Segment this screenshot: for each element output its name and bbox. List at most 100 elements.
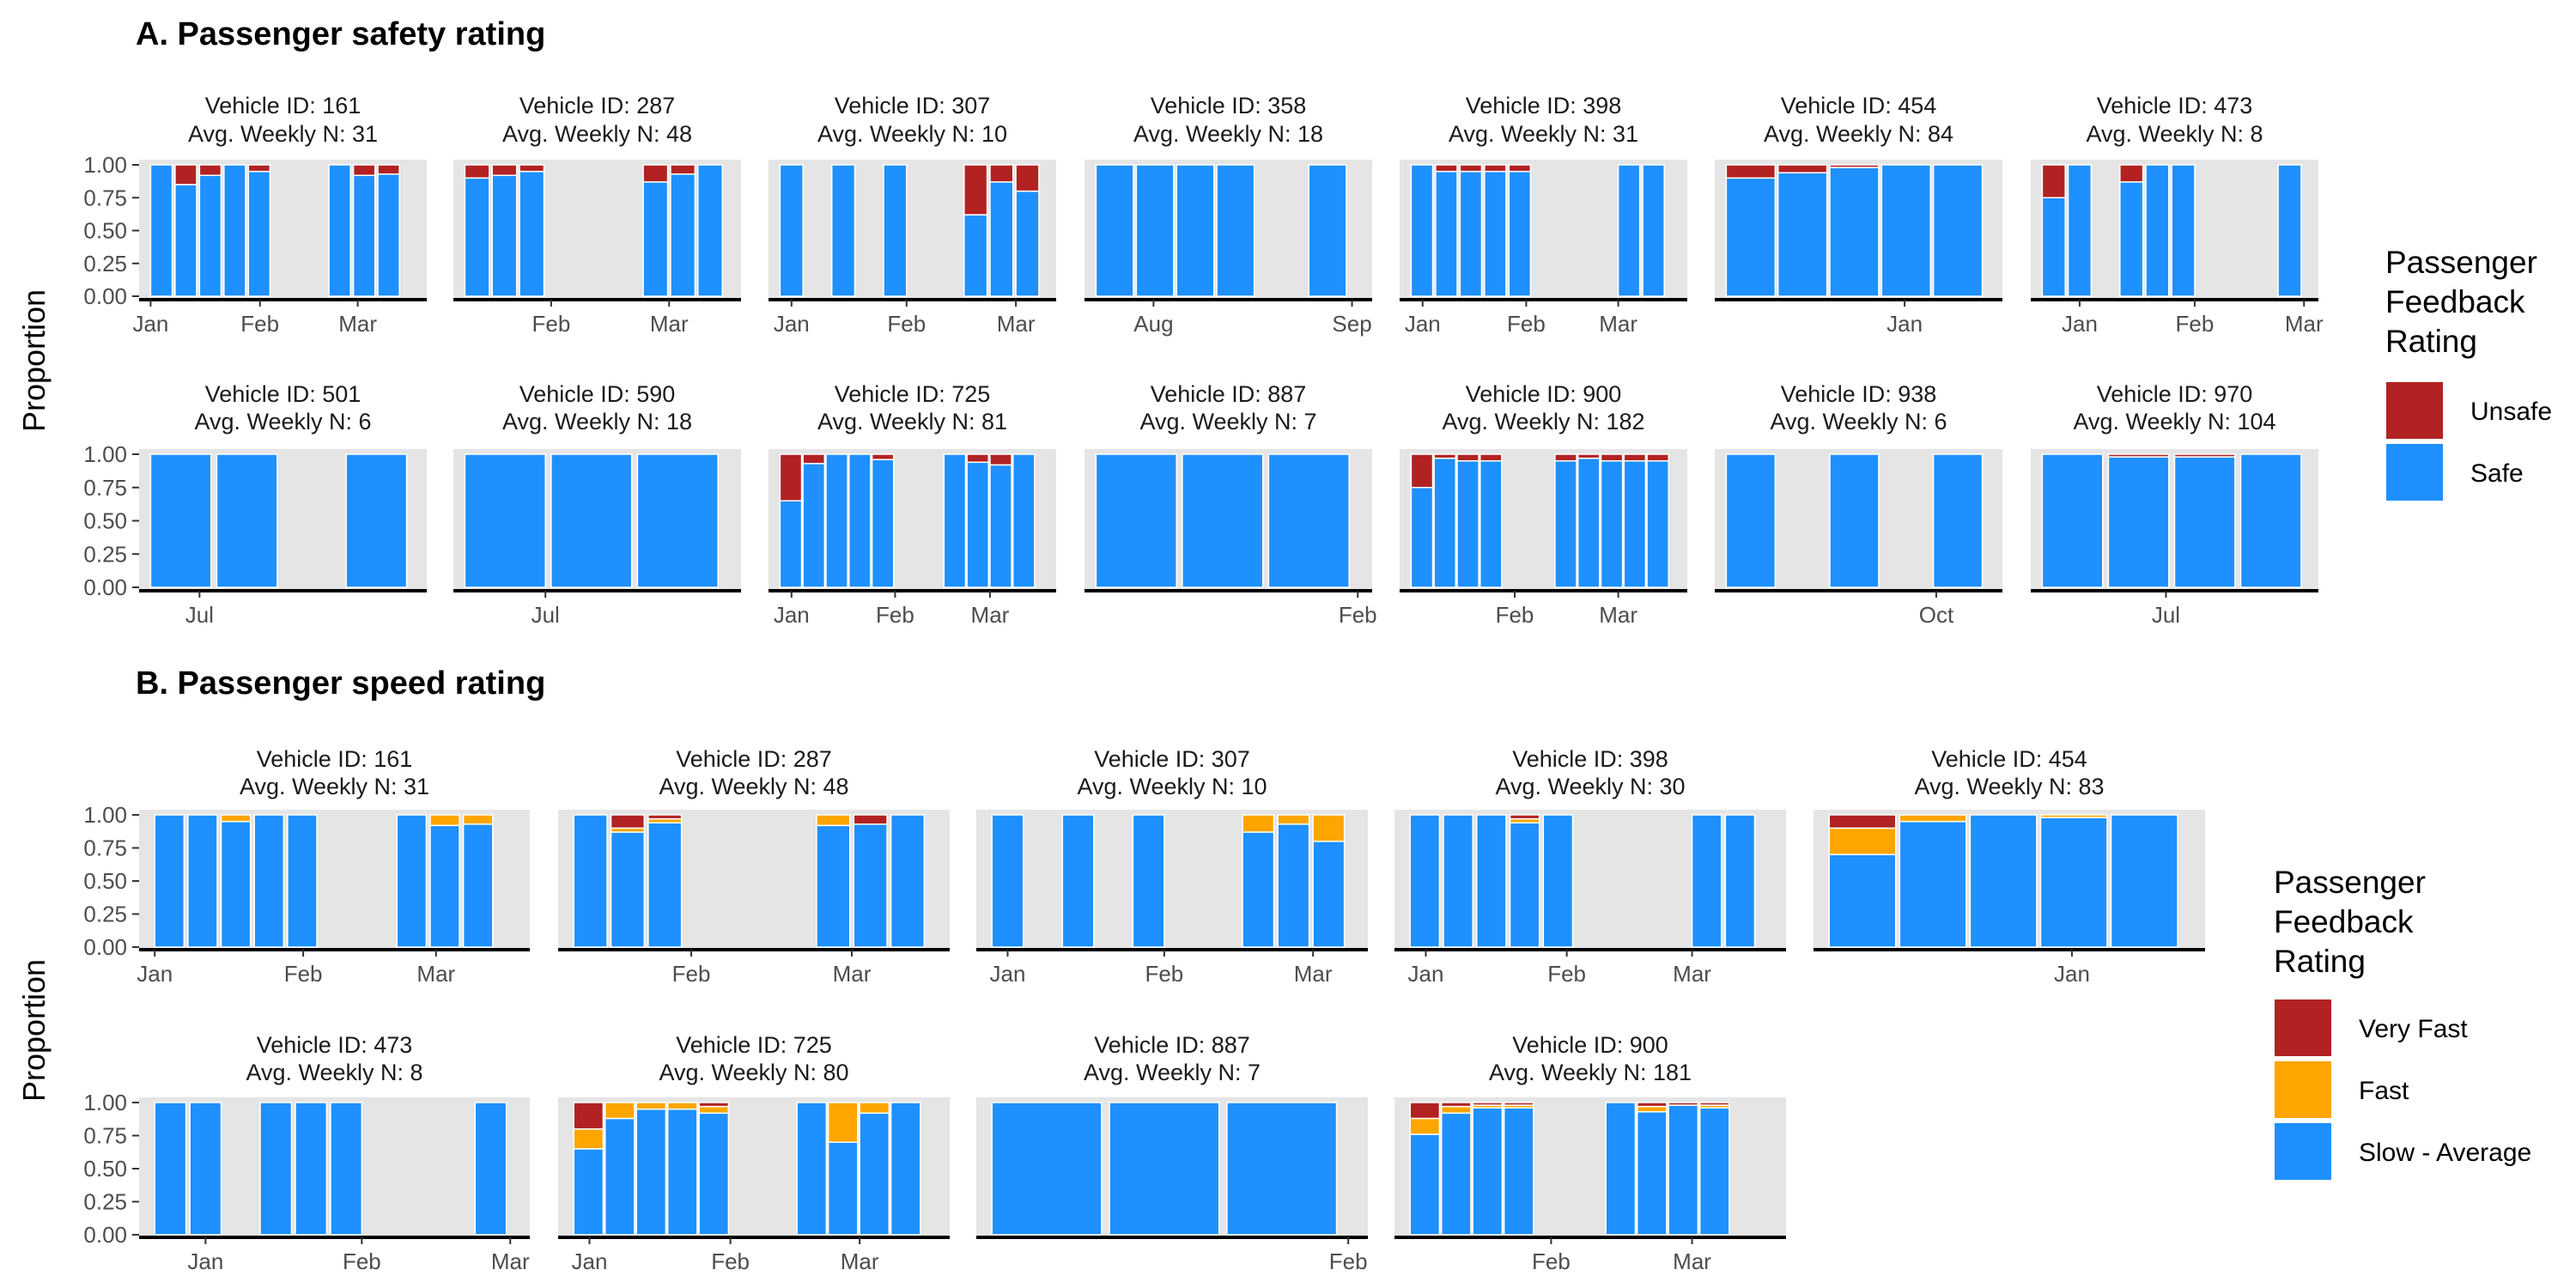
facet-title-weekly-n: Avg. Weekly N: 31 (188, 121, 378, 147)
x-tick-label: Jan (1886, 311, 1923, 337)
facet-title-weekly-n: Avg. Weekly N: 10 (1077, 774, 1267, 799)
bar-fast (1312, 814, 1346, 842)
facet-title-vehicle-id: Vehicle ID: 501 (205, 381, 361, 407)
bar-slow-average (827, 1141, 859, 1236)
bar-unsafe (642, 164, 669, 183)
bar-safe (2239, 453, 2302, 588)
bar-slow-average (1668, 1104, 1699, 1236)
bar-very-fast (698, 1102, 730, 1108)
bar-slow-average (330, 1102, 363, 1236)
bar-slow-average (573, 1148, 605, 1236)
bar-safe (345, 453, 408, 588)
bar-unsafe (1479, 453, 1503, 462)
facet-title-vehicle-id: Vehicle ID: 725 (835, 381, 991, 407)
bar-slow-average (1132, 814, 1165, 948)
legend-label: Very Fast (2359, 1015, 2468, 1043)
x-tick-label: Jan (2062, 311, 2098, 337)
bar-safe (2277, 164, 2302, 297)
bar-slow-average (1409, 814, 1441, 948)
bar-very-fast (573, 1102, 605, 1130)
bar-fast (1277, 814, 1310, 825)
bar-unsafe (963, 164, 988, 216)
y-tick-label: 0.75 (83, 185, 127, 210)
bar-unsafe (670, 164, 696, 175)
x-tick-label: Feb (876, 602, 914, 628)
x-tick-label: Mar (416, 961, 455, 987)
facet-title-vehicle-id: Vehicle ID: 725 (676, 1032, 832, 1058)
x-tick-label: Jul (2152, 602, 2180, 628)
bar-unsafe (779, 453, 803, 501)
bar-safe (883, 164, 908, 297)
x-tick-label: Mar (997, 311, 1036, 337)
bar-safe (1410, 487, 1434, 588)
y-tick-label: 0.25 (83, 1189, 127, 1215)
bar-slow-average (396, 814, 428, 948)
y-tick-label: 1.00 (83, 441, 127, 467)
bar-safe (1182, 453, 1264, 588)
bar-slow-average (853, 823, 888, 948)
facet-panel: Vehicle ID: 473 Avg. Weekly N: 8 Jan Feb Mar (2031, 93, 2324, 337)
bar-safe (1880, 164, 1932, 297)
bar-safe (550, 453, 633, 588)
bar-safe (830, 164, 856, 297)
bar-safe (491, 174, 518, 297)
bar-fast (604, 1102, 635, 1120)
facet-panel: Vehicle ID: 161 Avg. Weekly N: 31 Jan Feb Ma… (83, 93, 427, 337)
bar-very-fast (1828, 814, 1897, 829)
legend-key (2385, 380, 2445, 440)
bar-slow-average (991, 1102, 1103, 1236)
legend-label: Unsafe (2470, 398, 2552, 426)
x-tick-label: Sep (1332, 311, 1371, 337)
section-title: A. Passenger safety rating (136, 16, 545, 52)
bar-safe (871, 459, 895, 588)
facet-title-vehicle-id: Vehicle ID: 398 (1466, 93, 1622, 118)
facet-title-weekly-n: Avg. Weekly N: 81 (817, 409, 1007, 434)
legend-title: Passenger (2385, 245, 2537, 280)
x-tick-label: Jan (1408, 961, 1444, 987)
bar-very-fast (1636, 1102, 1668, 1108)
facet-title-weekly-n: Avg. Weekly N: 7 (1139, 409, 1316, 434)
bar-safe (1095, 453, 1177, 588)
bar-fast (1899, 814, 1967, 823)
bar-slow-average (154, 1102, 187, 1236)
legend-key (2273, 1121, 2333, 1182)
bar-fast (573, 1128, 605, 1150)
bar-unsafe (1456, 453, 1479, 462)
bar-safe (825, 453, 848, 588)
y-tick-label: 1.00 (83, 1090, 127, 1115)
bar-safe (377, 173, 400, 297)
facet-title-weekly-n: Avg. Weekly N: 104 (2073, 409, 2275, 434)
bar-safe (1410, 164, 1434, 297)
bar-safe (2171, 164, 2196, 297)
facet-title-vehicle-id: Vehicle ID: 900 (1466, 381, 1622, 407)
facet-title-weekly-n: Avg. Weekly N: 181 (1489, 1060, 1692, 1085)
legend-key (2385, 442, 2445, 502)
bar-safe (198, 174, 222, 297)
bar-slow-average (220, 820, 252, 948)
bar-unsafe (989, 453, 1012, 466)
x-tick-label: Feb (1339, 602, 1377, 628)
bar-very-fast (647, 814, 683, 820)
bar-very-fast (853, 814, 888, 825)
y-tick-label: 0.50 (83, 218, 127, 244)
legend-title: Passenger (2274, 865, 2426, 900)
bar-unsafe (377, 164, 400, 175)
facet-title-vehicle-id: Vehicle ID: 887 (1151, 381, 1307, 407)
bar-slow-average (1636, 1111, 1668, 1236)
legend-label: Slow - Average (2359, 1139, 2531, 1167)
y-tick-label: 0.75 (83, 475, 127, 501)
bar-safe (1012, 453, 1036, 588)
bar-safe (779, 500, 803, 588)
bar-slow-average (259, 1102, 293, 1236)
facet-title-weekly-n: Avg. Weekly N: 8 (2086, 121, 2263, 147)
bar-slow-average (2110, 814, 2178, 948)
bar-slow-average (666, 1108, 698, 1236)
bar-slow-average (1542, 814, 1574, 948)
bar-safe (464, 453, 546, 588)
bar-slow-average (1899, 820, 1967, 948)
bar-slow-average (1724, 814, 1756, 948)
